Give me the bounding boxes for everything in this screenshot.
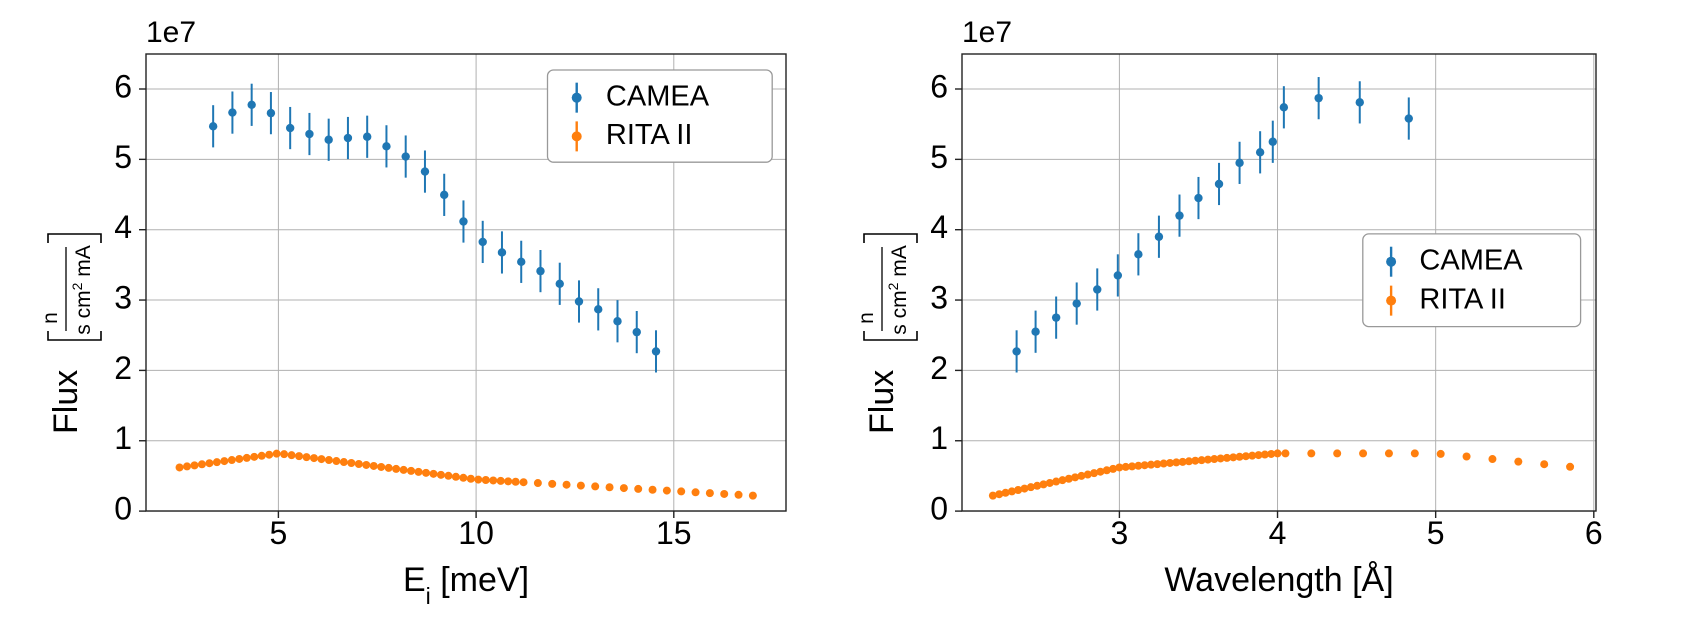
svg-text:5: 5 <box>930 139 948 175</box>
svg-text:4: 4 <box>930 209 948 245</box>
svg-text:1: 1 <box>930 420 948 456</box>
svg-text:4: 4 <box>114 209 132 245</box>
svg-text:1e7: 1e7 <box>146 16 196 49</box>
svg-text:RITA II: RITA II <box>1419 283 1505 315</box>
svg-text:4: 4 <box>1269 515 1287 551</box>
svg-text:Wavelength [Å]: Wavelength [Å] <box>1164 561 1393 599</box>
svg-text:1e7: 1e7 <box>962 16 1012 49</box>
svg-text:2: 2 <box>930 350 948 386</box>
svg-text:10: 10 <box>458 515 494 551</box>
svg-text:CAMEA: CAMEA <box>1419 244 1523 276</box>
svg-text:n: n <box>39 312 62 324</box>
svg-text:15: 15 <box>656 515 692 551</box>
svg-text:RITA II: RITA II <box>606 119 692 151</box>
svg-text:Flux: Flux <box>863 370 901 434</box>
svg-text:5: 5 <box>1427 515 1445 551</box>
svg-text:2: 2 <box>114 350 132 386</box>
svg-text:0: 0 <box>930 491 948 527</box>
svg-text:5: 5 <box>270 515 288 551</box>
svg-text:6: 6 <box>1585 515 1603 551</box>
svg-text:5: 5 <box>114 139 132 175</box>
svg-text:3: 3 <box>114 280 132 316</box>
svg-text:6: 6 <box>930 68 948 104</box>
svg-text:1: 1 <box>114 420 132 456</box>
svg-text:CAMEA: CAMEA <box>606 80 710 112</box>
svg-text:3: 3 <box>930 280 948 316</box>
svg-text:3: 3 <box>1111 515 1129 551</box>
svg-text:0: 0 <box>114 491 132 527</box>
svg-text:Flux: Flux <box>47 370 85 434</box>
svg-text:6: 6 <box>114 68 132 104</box>
svg-text:n: n <box>855 312 878 324</box>
